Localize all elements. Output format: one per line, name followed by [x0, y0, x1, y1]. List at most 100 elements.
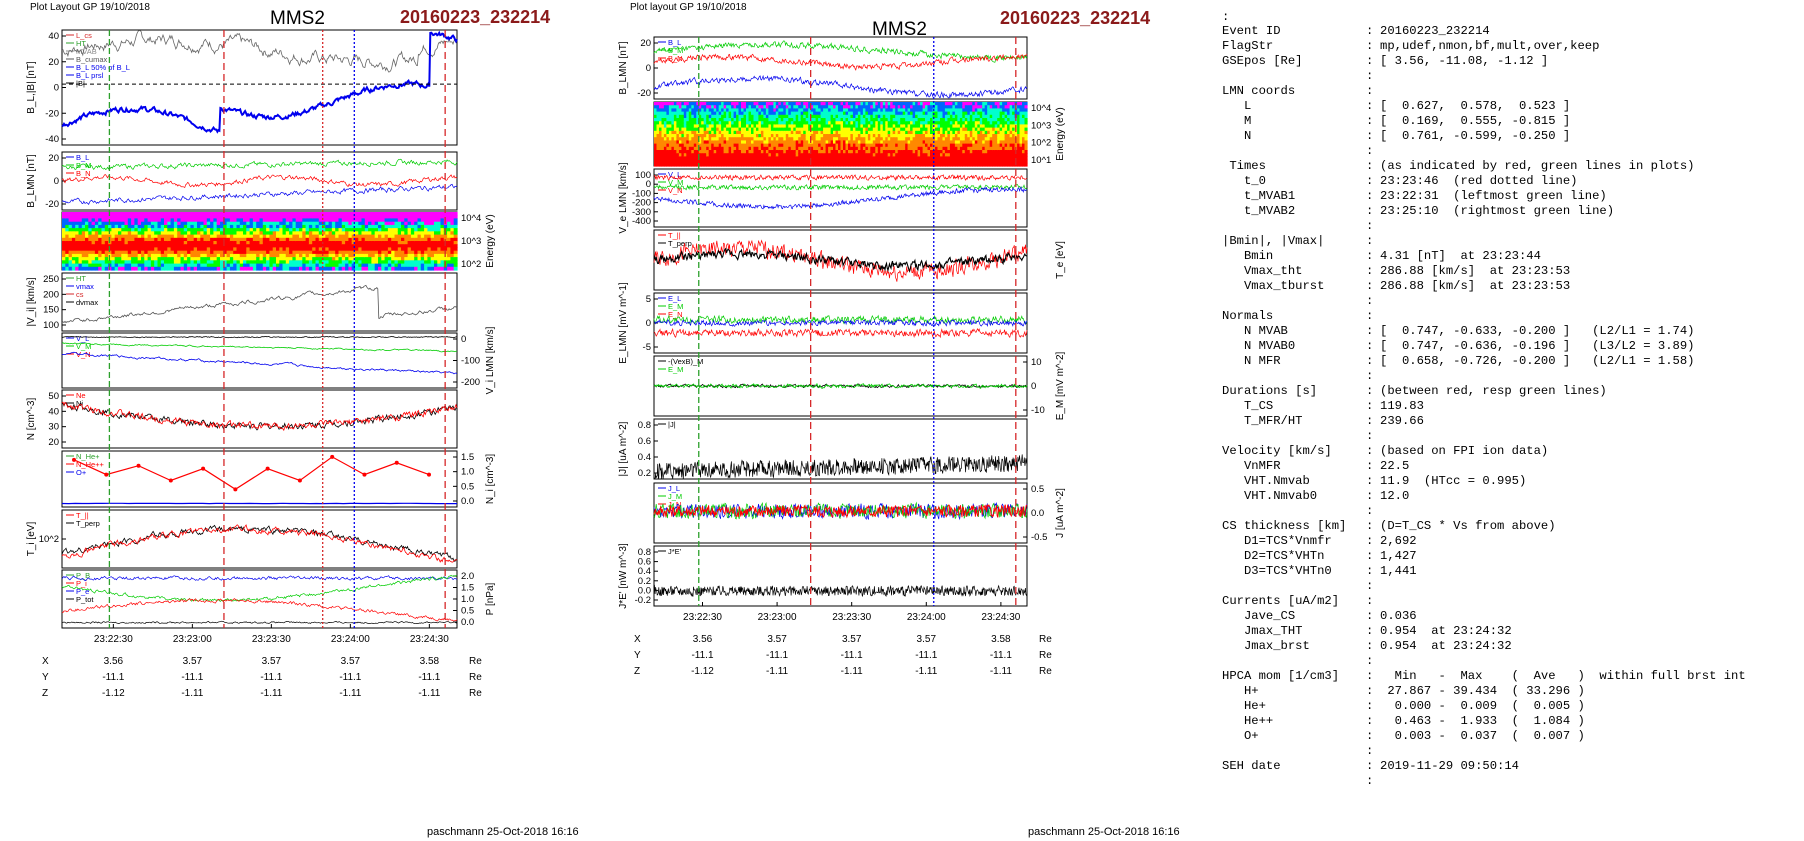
panel-frame — [653, 292, 1028, 354]
legend-entry: P_B — [76, 571, 90, 580]
series-el — [653, 319, 1028, 327]
info-colon: : — [1366, 174, 1374, 188]
legend-entry: V_L — [668, 170, 681, 179]
y-tick-label: -300 — [632, 207, 651, 218]
legend-entry: dvmax — [76, 298, 98, 307]
info-colon: : — [1366, 309, 1374, 323]
info-colon: : — [1366, 84, 1374, 98]
info-key: VHT.Nmvab0 — [1222, 489, 1318, 503]
series-bl — [61, 30, 458, 134]
info-colon: : — [1366, 774, 1374, 788]
legend-entry: N_He+ — [76, 452, 100, 461]
info-key: t_0 — [1222, 174, 1266, 188]
y-tick-label: 100 — [43, 320, 59, 331]
y-tick-label: 250 — [43, 274, 59, 285]
y-tick-label: 100 — [635, 170, 651, 181]
y-axis-label: B_LMN [nT] — [26, 154, 37, 208]
eph-axis-label: Y — [634, 650, 641, 661]
info-colon: : — [1366, 429, 1374, 443]
panel-frame — [653, 545, 1028, 607]
info-value: [ 0.627, 0.578, 0.523 ] — [1380, 99, 1571, 113]
y-tick-label: 20 — [640, 38, 651, 49]
eph-value: -1.11 — [990, 666, 1012, 677]
info-key: SEH date — [1222, 759, 1281, 773]
legend-entry: E_N — [668, 310, 683, 319]
info-colon: : — [1366, 279, 1374, 293]
legend-entry: B_N — [76, 169, 91, 178]
info-key: CS thickness [km] — [1222, 519, 1347, 533]
info-value: [ 3.56, -11.08, -1.12 ] — [1380, 54, 1549, 68]
info-colon: : — [1366, 534, 1374, 548]
right-layout-label: Plot layout GP 19/10/2018 — [630, 2, 747, 13]
series-ptot — [61, 575, 458, 581]
legend-entry: HT — [76, 39, 86, 48]
info-top-mark: : — [1222, 10, 1230, 24]
y-tick-label: 0.5 — [461, 606, 474, 617]
y-tick-label: 0.2 — [638, 468, 651, 479]
info-key: D3=TCS*VHTn0 — [1222, 564, 1332, 578]
series-vm — [61, 342, 458, 353]
eph-axis-label: Y — [42, 672, 49, 683]
info-value: 11.9 (HTcc = 0.995) — [1380, 474, 1527, 488]
info-value: 1,441 — [1380, 564, 1417, 578]
info-colon: : — [1366, 219, 1374, 233]
info-value: [ 0.747, -0.636, -0.196 ] (L3/L2 = 3.89) — [1380, 339, 1695, 353]
eph-unit: Re — [1039, 634, 1052, 645]
eph-value: -11.1 — [418, 672, 440, 683]
info-key: Velocity [km/s] — [1222, 444, 1332, 458]
panel-8: 2.01.51.00.50.0 P [nPa] P_BP_iP_eP_tot — [61, 569, 496, 629]
legend-entry: V_L — [76, 334, 89, 343]
y-tick-label: 0.6 — [638, 436, 651, 447]
series-vn — [61, 351, 458, 375]
legend-entry: J*E' — [668, 547, 682, 556]
y-tick-label: 0.5 — [461, 481, 474, 492]
legend-entry: Ni — [76, 399, 83, 408]
y-tick-label: 40 — [48, 406, 59, 417]
info-colon: : — [1366, 624, 1374, 638]
info-value: (based on FPI ion data) — [1380, 444, 1549, 458]
panel-5: 10 0 -10 E_M [mV m^-2] -(VexB)_ME_M — [653, 351, 1066, 420]
panel-frame — [653, 418, 1028, 480]
left-footer: paschmann 25-Oct-2018 16:16 — [427, 826, 579, 838]
y-tick-label: -0.5 — [1031, 532, 1047, 543]
info-colon: : — [1366, 744, 1374, 758]
time-axis: 23:22:30 23:23:00 23:23:30 23:24:00 23:24:30 — [94, 624, 449, 645]
series-pi — [61, 598, 458, 622]
info-key: GSEpos [Re] — [1222, 54, 1303, 68]
legend-entry: J_L — [668, 484, 680, 493]
info-colon: : — [1366, 639, 1374, 653]
y-axis-label: V_i LMN [km/s] — [485, 326, 496, 394]
legend-entry: V_M — [668, 178, 683, 187]
series-tperp — [653, 247, 1028, 273]
eph-value: 3.58 — [420, 656, 440, 667]
eph-value: -11.1 — [990, 650, 1012, 661]
info-key: He+ — [1222, 699, 1266, 713]
info-colon: : — [1366, 414, 1374, 428]
y-tick-label: 0.0 — [461, 617, 474, 628]
info-colon: : — [1366, 654, 1374, 668]
y-tick-label: 10^3 — [461, 236, 481, 247]
info-key: He++ — [1222, 714, 1274, 728]
eph-value: 3.56 — [104, 656, 124, 667]
legend-entry: J_N — [668, 500, 681, 509]
info-value: [ 0.658, -0.726, -0.200 ] (L2/L1 = 1.58) — [1380, 354, 1695, 368]
y-tick-label: -0.2 — [635, 595, 651, 606]
panel-4: 0-100-200 V_i LMN [km/s]V_LV_MV_N — [61, 326, 496, 394]
y-axis-label: |J| [uA m^-2] — [618, 421, 629, 476]
info-colon: : — [1366, 24, 1374, 38]
y-axis-label: N_i [cm^-3] — [485, 454, 496, 504]
y-tick-label: -20 — [637, 88, 651, 99]
info-key: N MVAB0 — [1222, 339, 1296, 353]
info-value: 27.867 - 39.434 ( 33.296 ) — [1380, 684, 1585, 698]
info-colon: : — [1366, 369, 1374, 383]
info-colon: : — [1366, 594, 1374, 608]
y-axis-label: B_L,|B| [nT] — [26, 61, 37, 114]
legend-entry: |J| — [668, 420, 676, 429]
info-value: 239.66 — [1380, 414, 1424, 428]
legend-entry: B_L prsl — [76, 71, 104, 80]
series-nhe2 — [73, 456, 430, 491]
y-tick-label: 0 — [1031, 381, 1036, 392]
info-key: Jave_CS — [1222, 609, 1296, 623]
nhe2-point — [72, 457, 76, 462]
ephemeris-table: X 3.56 3.57 3.57 3.57 3.58 Re Y -11.1 -11.1 -11.1 -… — [42, 656, 482, 699]
